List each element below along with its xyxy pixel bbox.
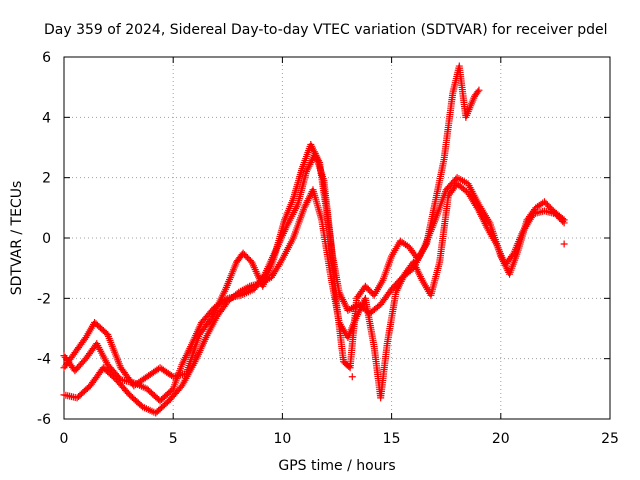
y-tick-label: -2 xyxy=(37,291,51,307)
x-axis-label: GPS time / hours xyxy=(278,458,395,474)
x-tick-labels: 0 5 10 15 20 25 xyxy=(60,431,619,447)
x-tick-label: 15 xyxy=(383,431,401,447)
outlier-points xyxy=(348,240,568,381)
chart-title: Day 359 of 2024, Sidereal Day-to-day VTE… xyxy=(44,22,608,38)
y-tick-label: 0 xyxy=(42,231,51,247)
x-tick-label: 25 xyxy=(601,431,619,447)
series-track-1 xyxy=(60,140,568,390)
data-marker xyxy=(260,272,268,280)
x-tick-label: 10 xyxy=(273,431,291,447)
data-marker xyxy=(509,251,517,259)
data-marker xyxy=(222,295,230,303)
y-tick-label: 6 xyxy=(42,50,51,66)
outlier-marker xyxy=(348,373,356,381)
grid-lines xyxy=(64,57,610,419)
x-tick-label: 20 xyxy=(492,431,510,447)
y-tick-label: 2 xyxy=(42,171,51,187)
data-marker xyxy=(81,335,89,343)
data-marker xyxy=(559,217,567,225)
outlier-marker xyxy=(560,240,568,248)
x-tick-label: 5 xyxy=(169,431,178,447)
series-track-3 xyxy=(60,62,483,405)
data-points xyxy=(60,62,568,417)
data-marker xyxy=(560,219,568,227)
y-tick-labels: -6 -4 -2 0 2 4 6 xyxy=(37,50,51,428)
data-marker xyxy=(474,88,482,96)
y-axis-label: SDTVAR / TECUs xyxy=(9,181,25,296)
y-tick-label: -6 xyxy=(37,412,51,428)
y-tick-label: -4 xyxy=(37,352,51,368)
axis-ticks xyxy=(63,56,611,420)
data-marker xyxy=(475,86,483,94)
y-tick-label: 4 xyxy=(42,110,51,126)
data-marker xyxy=(345,363,353,371)
x-tick-label: 0 xyxy=(60,431,69,447)
